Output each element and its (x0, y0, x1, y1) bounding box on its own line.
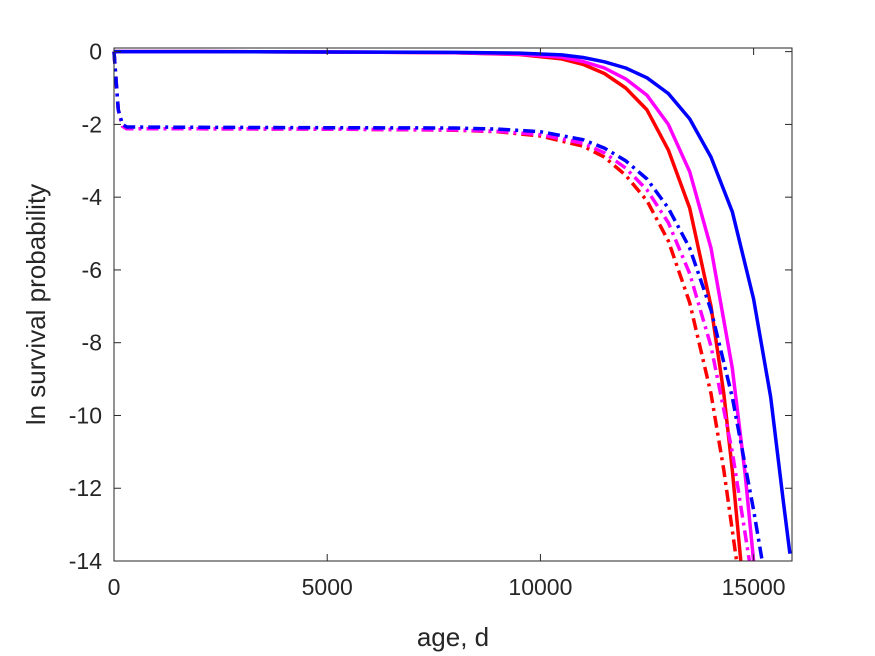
tick-marks (113, 48, 792, 562)
y-tick-label: -12 (69, 475, 102, 501)
tick-labels: 0 5000 10000 15000 0 -2 -4 -6 -8 -10 -12 -14 (69, 39, 786, 600)
plot-lines (112, 49, 792, 562)
series-line-3 (114, 49, 792, 554)
y-tick-label: -4 (82, 184, 103, 210)
y-tick-label: 0 (89, 39, 102, 65)
y-tick-label: -14 (69, 548, 102, 574)
x-tick-label: 5000 (302, 574, 353, 600)
y-tick-label: -2 (82, 111, 102, 137)
series-line-6 (112, 51, 764, 562)
x-axis-label: age, d (417, 622, 489, 652)
y-axis-label: ln survival probability (21, 184, 51, 425)
y-tick-label: -8 (82, 330, 102, 356)
axes-box (113, 47, 793, 562)
y-tick-label: -10 (69, 402, 102, 428)
series-line-5 (112, 51, 752, 562)
x-tick-label: 10000 (508, 574, 572, 600)
x-tick-label: 15000 (722, 574, 786, 600)
x-tick-label: 0 (108, 574, 121, 600)
y-tick-label: -6 (82, 257, 102, 283)
